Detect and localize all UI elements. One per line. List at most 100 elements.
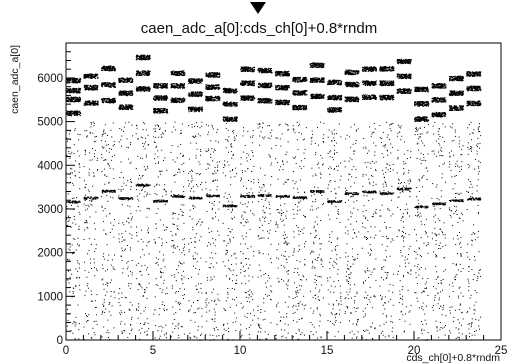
scatter-point xyxy=(144,191,146,193)
scatter-point xyxy=(157,284,159,286)
scatter-point xyxy=(135,90,138,92)
scatter-point xyxy=(112,98,114,100)
scatter-point xyxy=(137,183,139,185)
scatter-point xyxy=(226,105,228,107)
scatter-point xyxy=(190,197,193,199)
scatter-point xyxy=(112,99,114,101)
scatter-point xyxy=(190,78,193,80)
scatter-point xyxy=(147,229,149,231)
scatter-point xyxy=(129,333,131,335)
scatter-point xyxy=(74,100,76,102)
scatter-point xyxy=(216,131,218,133)
scatter-point xyxy=(111,305,113,307)
scatter-point xyxy=(183,171,185,173)
scatter-point xyxy=(77,98,79,100)
scatter-point xyxy=(170,231,172,233)
scatter-point xyxy=(174,72,177,74)
scatter-point xyxy=(158,109,160,111)
scatter-point xyxy=(198,197,201,199)
scatter-point xyxy=(131,124,133,126)
scatter-point xyxy=(141,327,143,329)
scatter-point xyxy=(118,233,120,235)
scatter-point xyxy=(155,184,157,186)
scatter-point xyxy=(77,150,79,152)
scatter-point xyxy=(66,82,68,84)
scatter-point xyxy=(145,168,147,170)
scatter-point xyxy=(110,190,112,192)
scatter-point xyxy=(92,198,94,200)
scatter-point xyxy=(213,329,215,331)
scatter-point xyxy=(148,231,150,233)
scatter-point xyxy=(213,195,215,197)
scatter-point xyxy=(196,79,198,81)
scatter-point xyxy=(120,189,122,191)
scatter-point xyxy=(161,149,163,151)
scatter-point xyxy=(79,98,81,100)
scatter-point xyxy=(108,84,110,86)
scatter-point xyxy=(92,100,94,102)
scatter-point xyxy=(110,314,112,316)
scatter-point xyxy=(69,92,71,94)
scatter-point xyxy=(196,78,199,80)
scatter-point xyxy=(182,87,185,89)
scatter-point xyxy=(104,174,106,176)
scatter-point xyxy=(67,97,70,99)
scatter-point xyxy=(78,96,81,98)
scatter-point xyxy=(214,76,216,78)
scatter-point xyxy=(182,196,185,198)
scatter-point xyxy=(76,99,78,101)
scatter-point xyxy=(181,194,184,196)
scatter-point xyxy=(159,97,161,99)
scatter-point xyxy=(181,71,183,73)
scatter-point xyxy=(210,279,212,281)
scatter-point xyxy=(192,94,195,96)
scatter-point xyxy=(213,288,215,290)
scatter-point xyxy=(153,97,155,99)
scatter-point xyxy=(212,238,214,240)
scatter-point xyxy=(174,121,176,123)
scatter-point xyxy=(159,110,161,112)
scatter-point xyxy=(206,193,208,195)
scatter-point xyxy=(142,89,145,91)
scatter-point xyxy=(125,106,128,108)
scatter-point xyxy=(189,215,191,217)
scatter-point xyxy=(84,88,86,90)
scatter-point xyxy=(160,268,162,270)
scatter-point xyxy=(141,56,143,58)
scatter-point xyxy=(196,253,198,255)
scatter-point xyxy=(102,303,104,305)
scatter-point xyxy=(175,129,177,131)
scatter-point xyxy=(153,239,155,241)
scatter-point xyxy=(79,91,81,93)
scatter-point xyxy=(148,89,150,91)
scatter-point xyxy=(160,173,162,175)
scatter-point xyxy=(195,142,197,144)
scatter-point xyxy=(88,168,90,170)
scatter-point xyxy=(212,257,214,259)
scatter-point xyxy=(97,104,99,106)
scatter-point xyxy=(94,251,96,253)
scatter-point xyxy=(178,337,180,339)
scatter-point xyxy=(177,84,179,86)
scatter-point xyxy=(131,198,133,200)
scatter-point xyxy=(230,104,233,106)
scatter-point xyxy=(79,82,81,84)
scatter-point xyxy=(125,108,128,110)
scatter-point xyxy=(183,83,186,85)
scatter-point xyxy=(149,87,151,89)
scatter-point xyxy=(148,208,150,210)
scatter-point xyxy=(93,141,95,143)
scatter-point xyxy=(215,194,217,196)
scatter-point xyxy=(194,78,196,80)
scatter-point xyxy=(183,74,186,76)
scatter-point xyxy=(223,101,225,103)
scatter-point xyxy=(165,332,167,334)
scatter-point xyxy=(104,190,106,192)
scatter-point xyxy=(174,247,176,249)
scatter-point xyxy=(104,190,107,192)
scatter-point xyxy=(76,79,78,81)
scatter-point xyxy=(218,98,220,100)
scatter-point xyxy=(205,98,207,100)
scatter-point xyxy=(113,236,115,238)
scatter-point xyxy=(211,100,213,102)
